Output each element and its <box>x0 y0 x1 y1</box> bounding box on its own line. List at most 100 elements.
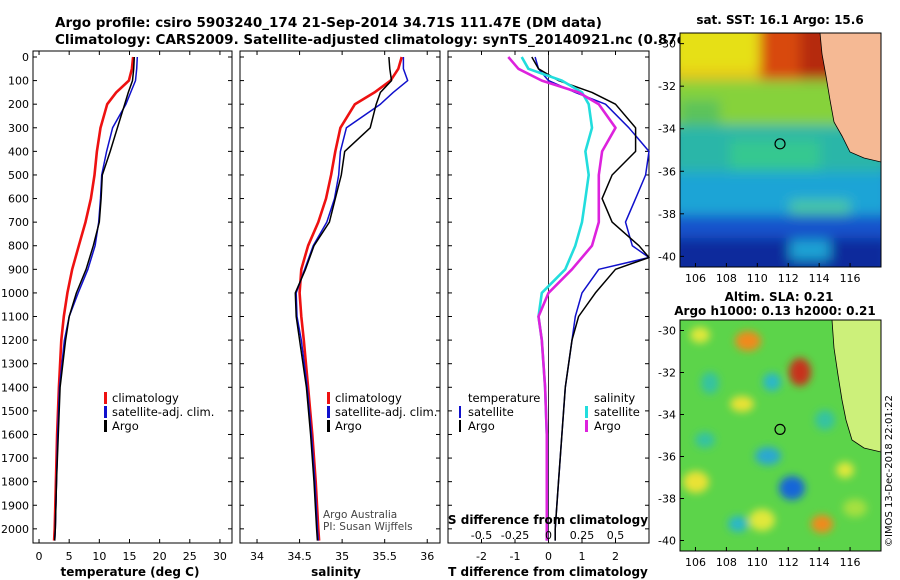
sla-map-frame <box>679 319 882 552</box>
legend-label-argo: Argo <box>112 419 139 433</box>
lon-tick-label: 116 <box>840 556 861 569</box>
sst-map: sat. SST: 16.1 Argo: 15.6 106 108 110 1 <box>658 13 882 285</box>
difference-series <box>507 56 650 541</box>
series-line-argo <box>53 56 136 541</box>
x-tick-label: 30 <box>213 550 227 563</box>
x-tick-label: 1 <box>579 550 586 563</box>
header-line-2: Climatology: CARS2009. Satellite-adjuste… <box>55 32 747 48</box>
temperature-panel: 0100200300400500600700800900100011001200… <box>1 50 233 579</box>
depth-tick-label: 100 <box>8 75 29 88</box>
salinity-depth-ticks <box>240 56 440 530</box>
argo-australia-credit: Argo Australia <box>323 509 397 521</box>
depth-tick-label: 1000 <box>1 287 29 300</box>
legend-label-s-argo: Argo <box>594 419 621 433</box>
lat-tick-label: -36 <box>658 165 676 178</box>
temperature-axes-frame <box>32 50 233 544</box>
series-line-climatology <box>52 56 135 541</box>
x-tick-label: 35.5 <box>372 550 397 563</box>
pi-credit: PI: Susan Wijffels <box>323 521 413 533</box>
profile-location-marker <box>774 138 786 150</box>
lat-tick-label: -34 <box>658 409 676 422</box>
lat-tick-label: -30 <box>658 38 676 51</box>
sla-map-title-2: Argo h1000: 0.13 h2000: 0.21 <box>674 304 875 318</box>
x-tick-label: 10 <box>92 550 106 563</box>
legend-title-temperature: temperature <box>468 391 540 405</box>
difference-panel: -2 -1 0 1 2 T difference from climatology S … <box>447 50 650 579</box>
depth-tick-label: 1800 <box>1 476 29 489</box>
salinity-difference-axis: -0.5 -0.25 0 0.25 0.5 <box>471 529 624 542</box>
salinity-diff-tick-label: -0.25 <box>501 529 529 542</box>
depth-tick-label: 1300 <box>1 358 29 371</box>
legend-swatch-argo <box>104 420 107 432</box>
x-tick-label: 34.5 <box>287 550 312 563</box>
legend-label-satellite: satellite-adj. clim. <box>112 405 214 419</box>
lat-tick-label: -38 <box>658 493 676 506</box>
lon-tick-label: 116 <box>840 272 861 285</box>
temperature-legend: climatology satellite-adj. clim. Argo <box>104 391 214 433</box>
x-tick-label: -2 <box>476 550 487 563</box>
lat-tick-label: -40 <box>658 535 676 548</box>
salinity-legend: climatology satellite-adj. clim. Argo <box>327 391 437 433</box>
depth-tick-label: 400 <box>8 145 29 158</box>
difference-legend: temperature satellite Argo salinity sate… <box>459 391 640 433</box>
depth-tick-label: 1900 <box>1 499 29 512</box>
depth-tick-label: 1200 <box>1 334 29 347</box>
lat-tick-label: -40 <box>658 250 676 263</box>
legend-title-salinity: salinity <box>594 391 635 405</box>
lon-tick-label: 110 <box>747 272 768 285</box>
lon-tick-label: 110 <box>747 556 768 569</box>
legend-swatch-satellite <box>327 406 330 418</box>
salinity-x-axis: 34 34.5 35 35.5 36 <box>250 51 434 563</box>
sla-map: Altim. SLA: 0.21 Argo h1000: 0.13 h2000:… <box>658 290 882 569</box>
depth-tick-label: 500 <box>8 169 29 182</box>
lat-tick-label: -34 <box>658 123 676 136</box>
legend-swatch-climatology <box>327 392 330 404</box>
depth-tick-label: 2000 <box>1 523 29 536</box>
salinity-xlabel: salinity <box>311 565 361 579</box>
depth-tick-label: 1600 <box>1 428 29 441</box>
difference-depth-ticks <box>448 56 649 530</box>
x-tick-label: 25 <box>183 550 197 563</box>
depth-tick-label: 0 <box>22 51 29 64</box>
sla-land <box>831 320 881 453</box>
salinity-diff-tick-label: -0.5 <box>471 529 492 542</box>
difference-xlabel: T difference from climatology <box>448 565 648 579</box>
x-tick-label: 35 <box>335 550 349 563</box>
salinity-diff-tick-label: 0.5 <box>607 529 625 542</box>
legend-swatch-t-satellite <box>459 406 461 418</box>
temperature-series <box>52 56 139 541</box>
depth-tick-label: 1100 <box>1 311 29 324</box>
salinity-axes-frame <box>239 50 441 544</box>
salinity-series <box>294 56 409 541</box>
x-tick-label: 5 <box>66 550 73 563</box>
header-line-1: Argo profile: csiro 5903240_174 21-Sep-2… <box>55 15 602 31</box>
legend-label-t-satellite: satellite <box>468 405 514 419</box>
lat-tick-label: -38 <box>658 208 676 221</box>
legend-swatch-argo <box>327 420 330 432</box>
lon-tick-label: 112 <box>778 272 799 285</box>
lat-tick-label: -30 <box>658 325 676 338</box>
lon-tick-label: 114 <box>809 272 830 285</box>
series-line-salinity-argo <box>507 56 617 541</box>
series-line-satellite-adj-clim- <box>295 57 409 541</box>
temperature-xlabel: temperature (deg C) <box>61 565 200 579</box>
legend-label-t-argo: Argo <box>468 419 495 433</box>
lat-tick-label: -32 <box>658 367 676 380</box>
lon-tick-label: 108 <box>716 272 737 285</box>
depth-tick-label: 200 <box>8 98 29 111</box>
legend-swatch-t-argo <box>459 420 461 432</box>
x-tick-label: 0 <box>36 550 43 563</box>
series-line-climatology <box>298 56 403 541</box>
depth-tick-label: 800 <box>8 240 29 253</box>
series-line-salinity-satellite <box>520 56 594 541</box>
depth-tick-label: 1700 <box>1 452 29 465</box>
sla-field <box>680 320 881 551</box>
x-tick-label: 0 <box>545 550 552 563</box>
x-tick-label: 2 <box>612 550 619 563</box>
sla-map-title-1: Altim. SLA: 0.21 <box>725 290 834 304</box>
legend-swatch-s-argo <box>585 420 588 432</box>
legend-label-satellite: satellite-adj. clim. <box>335 405 437 419</box>
sst-map-title: sat. SST: 16.1 Argo: 15.6 <box>696 13 863 27</box>
x-tick-label: 15 <box>122 550 136 563</box>
